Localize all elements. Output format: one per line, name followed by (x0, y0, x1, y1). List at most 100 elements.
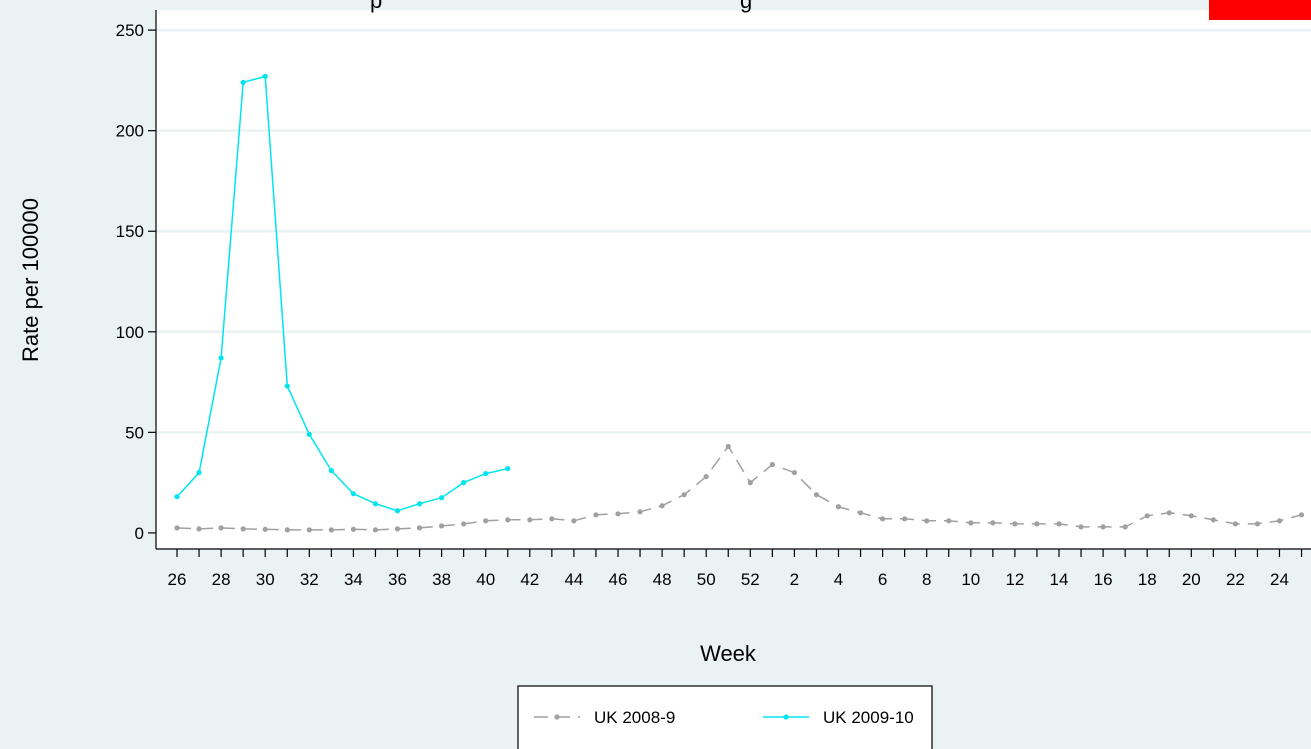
x-tick-label: 48 (653, 570, 672, 589)
data-point (240, 79, 246, 86)
corner-mark (1209, 0, 1311, 20)
data-point (306, 527, 312, 533)
x-axis-title: Week (700, 641, 757, 666)
x-tick-label: 44 (564, 570, 583, 589)
data-point (924, 518, 930, 524)
y-tick-label: 250 (116, 21, 144, 40)
legend: UK 2008-9 UK 2009-10 (517, 685, 933, 749)
x-tick-label: 2 (790, 570, 799, 589)
data-point (1298, 512, 1305, 518)
data-point (416, 501, 423, 507)
x-tick-label: 46 (609, 570, 628, 589)
data-point (1254, 521, 1261, 527)
data-point (1034, 521, 1040, 527)
data-point (659, 503, 665, 509)
data-point (990, 520, 996, 526)
data-point (372, 501, 379, 507)
data-point (769, 461, 775, 468)
x-tick-label: 14 (1050, 570, 1069, 589)
x-tick-label: 30 (256, 570, 275, 589)
data-point (218, 355, 224, 361)
y-tick-label: 50 (125, 423, 144, 442)
data-point (394, 508, 401, 514)
data-point (1078, 524, 1084, 530)
data-point (306, 431, 312, 437)
x-tick-label: 26 (168, 570, 187, 589)
x-tick-label: 32 (300, 570, 319, 589)
y-tick-label: 150 (116, 222, 144, 241)
data-point (174, 494, 180, 500)
data-point (549, 516, 555, 522)
data-point (328, 467, 334, 474)
x-tick-label: 24 (1270, 570, 1289, 589)
data-point (747, 480, 753, 486)
data-point (262, 73, 268, 79)
data-point (902, 516, 908, 522)
y-axis-title: Rate per 100000 (18, 198, 43, 362)
data-point (439, 495, 445, 501)
x-tick-label: 20 (1182, 570, 1201, 589)
data-point (1056, 521, 1062, 527)
data-point (505, 517, 511, 523)
data-point (350, 526, 356, 532)
x-tick-label: 12 (1005, 570, 1024, 589)
legend-label-series-2: UK 2009-10 (823, 708, 914, 727)
data-point (1232, 521, 1238, 527)
data-point (350, 491, 356, 497)
plot-area (156, 10, 1311, 549)
data-point (240, 526, 246, 532)
data-point (1188, 513, 1194, 519)
data-point (394, 526, 401, 532)
x-tick-label: 4 (834, 570, 843, 589)
data-point (439, 523, 445, 529)
x-tick-label: 28 (212, 570, 231, 589)
x-tick-label: 42 (520, 570, 539, 589)
y-tick-label: 200 (116, 122, 144, 141)
x-tick-label: 36 (388, 570, 407, 589)
data-point (880, 516, 886, 522)
data-point (593, 512, 599, 518)
x-tick-label: 22 (1226, 570, 1245, 589)
legend-key-marker-1 (554, 714, 560, 720)
data-point (328, 527, 334, 533)
x-tick-label: 16 (1094, 570, 1113, 589)
data-point (483, 470, 489, 477)
data-point (813, 492, 820, 498)
chart-title-fragment: p (370, 0, 382, 13)
data-point (461, 521, 467, 527)
data-point (1012, 521, 1018, 527)
data-point (262, 526, 268, 532)
data-point (1100, 524, 1106, 530)
x-tick-label: 10 (961, 570, 980, 589)
data-point (416, 525, 423, 531)
data-point (1144, 513, 1150, 519)
data-point (218, 525, 224, 531)
x-tick-label: 38 (432, 570, 451, 589)
data-point (196, 526, 202, 532)
data-point (725, 443, 731, 450)
chart-title-fragment-2: g (740, 0, 752, 13)
x-tick-label: 52 (741, 570, 760, 589)
data-point (946, 518, 952, 524)
data-point (835, 504, 842, 510)
data-point (615, 511, 621, 517)
legend-label-series-1: UK 2008-9 (594, 708, 675, 727)
data-point (791, 469, 798, 476)
data-point (284, 527, 290, 533)
data-point (1276, 518, 1283, 524)
series-line-2 (176, 75, 508, 512)
y-tick-label: 100 (116, 323, 144, 342)
data-point (571, 518, 577, 524)
data-point (372, 527, 379, 533)
data-point (174, 525, 180, 531)
data-point (1166, 510, 1172, 516)
data-point (1210, 517, 1216, 523)
y-tick-label: 0 (135, 524, 144, 543)
data-point (461, 480, 467, 486)
x-tick-label: 6 (878, 570, 887, 589)
data-point (483, 518, 489, 524)
data-point (505, 465, 511, 472)
x-tick-label: 8 (922, 570, 931, 589)
